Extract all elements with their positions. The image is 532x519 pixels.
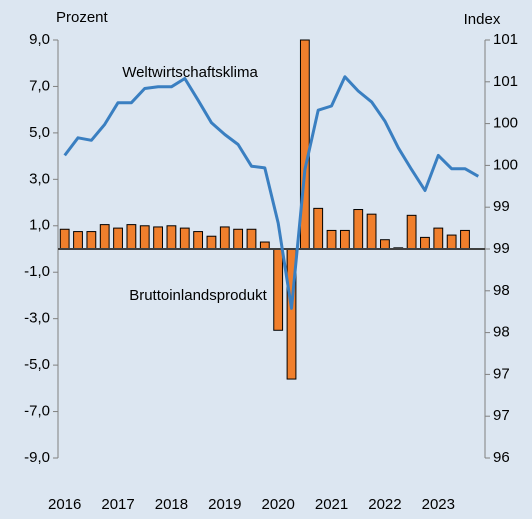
- bar: [206, 235, 217, 250]
- bar: [113, 227, 123, 250]
- y2-tick-label: 98: [493, 324, 510, 341]
- series-label: Bruttoinlandsprodukt: [129, 287, 267, 304]
- y-tick-label: 7,0: [29, 77, 50, 94]
- y-tick-label: -1,0: [24, 263, 50, 280]
- bar: [460, 229, 470, 250]
- x-tick-label: 2016: [48, 496, 81, 513]
- bar: [219, 226, 230, 250]
- x-tick-label: 2017: [101, 496, 134, 513]
- bar: [420, 236, 430, 250]
- x-tick-label: 2021: [315, 496, 348, 513]
- x-tick-label: 2023: [422, 496, 455, 513]
- bar: [446, 234, 457, 250]
- y2-tick-label: 101: [493, 31, 518, 48]
- bar: [259, 241, 270, 250]
- bar: [126, 224, 137, 250]
- y-tick-label: 3,0: [29, 170, 50, 187]
- y-tick-label: -9,0: [24, 449, 50, 466]
- bar: [233, 228, 244, 250]
- x-tick-label: 2020: [261, 496, 294, 513]
- series-label: Weltwirtschaftsklima: [122, 64, 258, 81]
- bar: [380, 239, 390, 250]
- bar: [99, 224, 110, 250]
- y2-tick-label: 100: [493, 115, 518, 132]
- y-tick-label: -7,0: [24, 403, 50, 420]
- y-tick-label: 5,0: [29, 124, 50, 141]
- y2-tick-label: 99: [493, 240, 510, 257]
- y-tick-label: 1,0: [29, 217, 50, 234]
- x-tick-label: 2018: [155, 496, 188, 513]
- bar: [139, 225, 150, 250]
- bar: [86, 231, 97, 250]
- bar: [179, 227, 190, 250]
- y2-tick-label: 99: [493, 198, 510, 215]
- y-tick-label: -5,0: [24, 356, 50, 373]
- y2-tick-label: 97: [493, 365, 510, 382]
- bar: [313, 207, 324, 250]
- x-tick-label: 2022: [368, 496, 401, 513]
- y2-tick-label: 101: [493, 73, 518, 90]
- bar: [73, 231, 83, 250]
- bar: [299, 39, 310, 250]
- y-tick-label: 9,0: [29, 31, 50, 48]
- y2-axis-label: Index: [464, 11, 501, 28]
- y-axis-label: Prozent: [56, 9, 109, 26]
- bar: [166, 225, 177, 250]
- bar: [433, 227, 444, 250]
- bar: [406, 214, 417, 250]
- line: [63, 75, 480, 310]
- bar: [326, 229, 337, 250]
- bar: [366, 213, 377, 250]
- bar: [353, 209, 364, 250]
- bar: [339, 229, 350, 250]
- y2-tick-label: 100: [493, 156, 518, 173]
- bar: [193, 231, 204, 250]
- y2-tick-label: 98: [493, 282, 510, 299]
- bar: [273, 248, 284, 331]
- x-tick-label: 2019: [208, 496, 241, 513]
- bar: [153, 226, 163, 250]
- bar: [246, 228, 257, 250]
- y2-tick-label: 97: [493, 407, 510, 424]
- y2-tick-label: 96: [493, 449, 510, 466]
- y-tick-label: -3,0: [24, 310, 50, 327]
- bar: [59, 228, 70, 250]
